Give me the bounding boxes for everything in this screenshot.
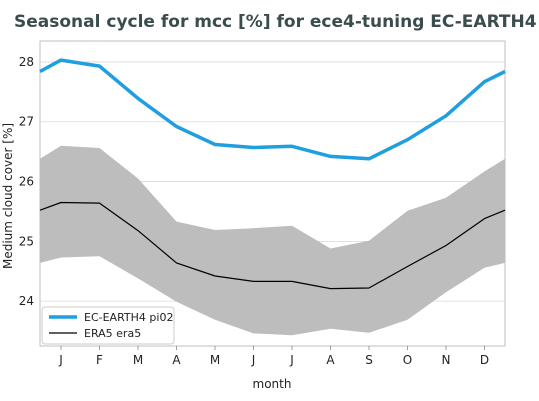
x-tick-label-4: M: [210, 353, 220, 367]
y-tick-label-26: 26: [19, 175, 34, 189]
legend-label-era5: ERA5 era5: [84, 327, 141, 340]
y-axis-ticks: 24 25 26 27 28: [19, 55, 34, 308]
x-tick-label-3: A: [172, 353, 181, 367]
legend: EC-EARTH4 pi02 ERA5 era5: [42, 307, 174, 344]
x-tick-label-5: J: [251, 353, 256, 367]
x-tick-label-10: N: [442, 353, 451, 367]
x-tick-label-9: O: [403, 353, 412, 367]
x-tick-label-1: F: [96, 353, 103, 367]
y-axis-label: Medium cloud cover [%]: [1, 123, 15, 269]
x-axis-label: month: [253, 377, 292, 391]
chart-title: Seasonal cycle for mcc [%] for ece4-tuni…: [14, 12, 539, 32]
series-line-0: [40, 60, 505, 159]
x-tick-label-8: S: [365, 353, 373, 367]
y-tick-label-27: 27: [19, 115, 34, 129]
x-tick-label-6: J: [289, 353, 294, 367]
x-tick-label-11: D: [480, 353, 489, 367]
plot-area: [40, 41, 505, 346]
legend-label-ec-earth4: EC-EARTH4 pi02: [84, 311, 173, 324]
y-tick-label-25: 25: [19, 234, 34, 248]
x-tick-label-2: M: [133, 353, 143, 367]
x-tick-label-0: J: [58, 353, 63, 367]
y-tick-label-28: 28: [19, 55, 34, 69]
x-tick-label-7: A: [326, 353, 335, 367]
y-tick-label-24: 24: [19, 294, 34, 308]
